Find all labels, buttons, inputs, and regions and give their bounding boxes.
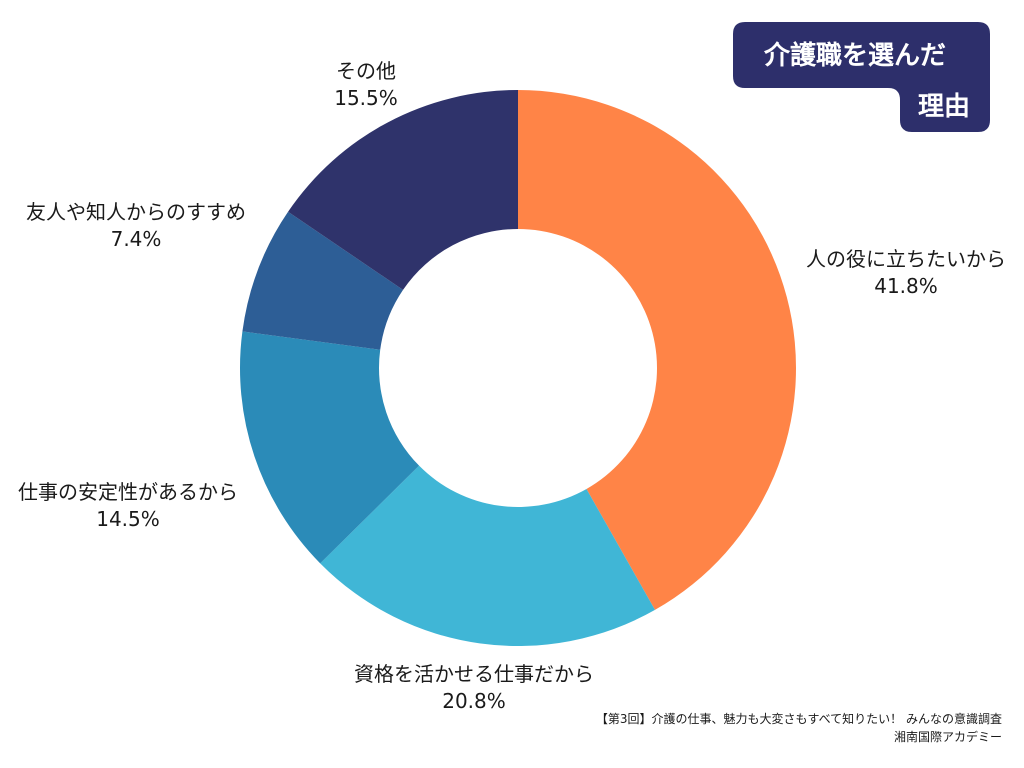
slice-label-5: その他 [336,59,396,83]
chart-title-line-1: 介護職を選んだ [763,40,946,71]
donut-slice-3 [239,331,420,564]
title-box: 介護職を選んだ 理由 [733,22,990,132]
slice-label-2: 資格を活かせる仕事だから [354,662,594,686]
source-footer: 【第3回】介護の仕事、魅力も大変さもすべて知りたい！ みんなの意識調査 湘南国際… [596,710,1002,746]
slice-label-1: 人の役に立ちたいから [806,247,1006,271]
slice-value-4: 7.4% [111,227,162,251]
title-background [733,22,990,132]
slice-value-5: 15.5% [334,86,398,110]
slice-label-3: 仕事の安定性があるから [18,480,238,504]
donut-slice-1 [518,90,796,610]
footer-organization: 湘南国際アカデミー [893,730,1002,744]
donut-slice-2 [320,465,655,646]
slice-value-2: 20.8% [442,689,506,713]
slice-value-1: 41.8% [874,274,938,298]
donut-slice-4 [242,211,404,350]
slice-labels: 人の役に立ちたいから 41.8% 資格を活かせる仕事だから 20.8% 仕事の安定性があ… [18,59,1006,713]
donut-slices [239,90,796,646]
footer-survey-title: 【第3回】介護の仕事、魅力も大変さもすべて知りたい！ みんなの意識調査 [595,712,1002,726]
slice-label-4: 友人や知人からのすすめ [26,200,246,224]
chart-title-line-2: 理由 [918,92,970,122]
slice-value-3: 14.5% [96,507,160,531]
donut-slice-5 [288,90,518,290]
